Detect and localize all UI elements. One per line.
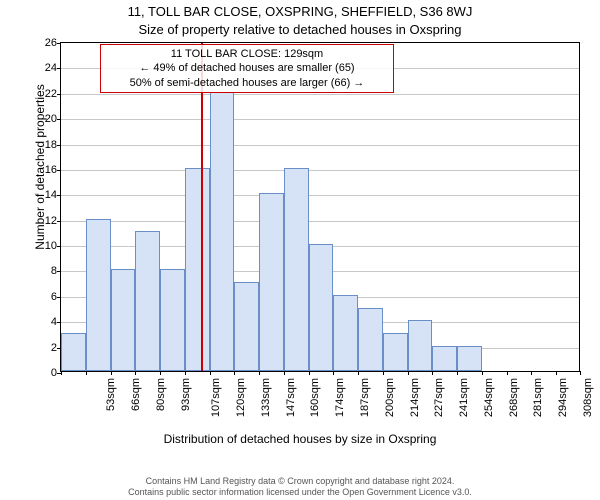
xtick-mark — [86, 371, 87, 375]
annotation-line-1: 11 TOLL BAR CLOSE: 129sqm — [107, 47, 387, 61]
xtick-mark — [333, 371, 334, 375]
bar — [358, 308, 383, 371]
ytick-label: 24 — [45, 62, 61, 74]
bar — [309, 244, 334, 371]
bar — [160, 269, 185, 371]
xtick-label: 294sqm — [555, 378, 569, 417]
xtick-label: 254sqm — [481, 378, 495, 417]
xtick-mark — [111, 371, 112, 375]
gridline-h — [61, 195, 579, 196]
bar — [432, 346, 457, 371]
ytick-label: 22 — [45, 88, 61, 100]
chart-title-main: 11, TOLL BAR CLOSE, OXSPRING, SHEFFIELD,… — [0, 4, 600, 19]
ytick-label: 10 — [45, 240, 61, 252]
ytick-label: 20 — [45, 113, 61, 125]
xtick-mark — [160, 371, 161, 375]
footer-line-2: Contains public sector information licen… — [0, 487, 600, 498]
xtick-label: 227sqm — [431, 378, 445, 417]
xtick-label: 93sqm — [178, 378, 192, 411]
ytick-label: 16 — [45, 164, 61, 176]
xtick-label: 281sqm — [530, 378, 544, 417]
xtick-mark — [135, 371, 136, 375]
xtick-label: 200sqm — [382, 378, 396, 417]
ytick-label: 26 — [45, 37, 61, 49]
ytick-label: 6 — [51, 291, 61, 303]
xtick-label: 308sqm — [580, 378, 594, 417]
ytick-label: 0 — [51, 367, 61, 379]
gridline-h — [61, 170, 579, 171]
xtick-mark — [383, 371, 384, 375]
xtick-label: 120sqm — [233, 378, 247, 417]
bar — [408, 320, 433, 371]
xtick-mark — [259, 371, 260, 375]
xtick-mark — [284, 371, 285, 375]
xtick-mark — [210, 371, 211, 375]
xtick-mark — [432, 371, 433, 375]
bar — [210, 92, 235, 371]
xtick-label: 187sqm — [357, 378, 371, 417]
xtick-label: 107sqm — [209, 378, 223, 417]
bar — [383, 333, 408, 371]
xtick-mark — [507, 371, 508, 375]
ytick-label: 8 — [51, 265, 61, 277]
xtick-label: 133sqm — [258, 378, 272, 417]
bar — [457, 346, 482, 371]
xtick-mark — [309, 371, 310, 375]
xtick-mark — [457, 371, 458, 375]
bar — [234, 282, 259, 371]
gridline-h — [61, 94, 579, 95]
annotation-line-2: ← 49% of detached houses are smaller (65… — [107, 61, 387, 75]
annotation-line-3: 50% of semi-detached houses are larger (… — [107, 76, 387, 90]
chart-title-sub: Size of property relative to detached ho… — [0, 22, 600, 37]
xtick-label: 66sqm — [128, 378, 142, 411]
xtick-label: 147sqm — [283, 378, 297, 417]
bar — [185, 168, 210, 371]
bar — [259, 193, 284, 371]
x-axis-label: Distribution of detached houses by size … — [0, 432, 600, 446]
y-axis-label: Number of detached properties — [33, 17, 47, 317]
bar — [284, 168, 309, 371]
chart-container: 11, TOLL BAR CLOSE, OXSPRING, SHEFFIELD,… — [0, 0, 600, 500]
ytick-label: 18 — [45, 139, 61, 151]
bar — [61, 333, 86, 371]
xtick-mark — [531, 371, 532, 375]
xtick-label: 80sqm — [153, 378, 167, 411]
xtick-mark — [185, 371, 186, 375]
xtick-mark — [408, 371, 409, 375]
xtick-label: 174sqm — [332, 378, 346, 417]
ytick-label: 14 — [45, 189, 61, 201]
footer-attribution: Contains HM Land Registry data © Crown c… — [0, 476, 600, 498]
gridline-h — [61, 221, 579, 222]
xtick-label: 241sqm — [456, 378, 470, 417]
annotation-box: 11 TOLL BAR CLOSE: 129sqm ← 49% of detac… — [100, 44, 394, 93]
xtick-mark — [482, 371, 483, 375]
ytick-label: 4 — [51, 316, 61, 328]
xtick-label: 160sqm — [308, 378, 322, 417]
ytick-label: 12 — [45, 215, 61, 227]
bar — [86, 219, 111, 371]
xtick-mark — [61, 371, 62, 375]
bar — [333, 295, 358, 371]
xtick-label: 268sqm — [506, 378, 520, 417]
xtick-mark — [556, 371, 557, 375]
xtick-label: 214sqm — [407, 378, 421, 417]
gridline-h — [61, 119, 579, 120]
xtick-mark — [580, 371, 581, 375]
xtick-label: 53sqm — [103, 378, 117, 411]
bar — [135, 231, 160, 371]
gridline-h — [61, 145, 579, 146]
xtick-mark — [358, 371, 359, 375]
xtick-mark — [234, 371, 235, 375]
footer-line-1: Contains HM Land Registry data © Crown c… — [0, 476, 600, 487]
ytick-label: 2 — [51, 342, 61, 354]
bar — [111, 269, 136, 371]
